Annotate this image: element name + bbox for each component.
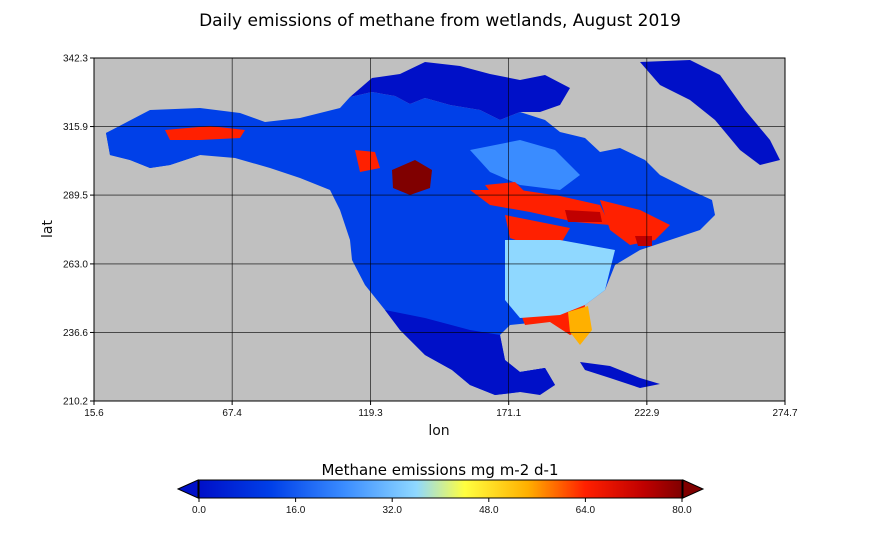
colorbar-tick-label: 0.0 [192,505,206,516]
region-cuba-and-caribbean [580,362,660,388]
region-alaska-north-slope [165,126,245,140]
region-mexico [385,310,555,395]
x-tick-label: 171.1 [496,408,521,419]
colorbar-tick-label: 64.0 [576,505,596,516]
heatmap-layer [106,60,780,395]
colorbar-tick-label: 80.0 [672,505,692,516]
region-prairie-pothole-wetlands [392,160,432,195]
plot-frame [93,57,786,402]
x-tick-labels: 15.6 67.4 119.3 171.1 222.9 274.7 [84,401,798,419]
region-florida [568,306,592,345]
x-tick-label: 67.4 [222,408,242,419]
colorbar-gradient [198,479,683,499]
colorbar-over-arrow [682,479,705,499]
region-central-america [520,368,555,395]
region-alberta-wetlands [355,150,380,172]
x-axis-label: lon [428,423,449,439]
colorbar-tick-label: 16.0 [286,505,306,516]
y-tick-labels: 342.3 315.9 289.5 263.0 236.6 210.2 [63,54,94,408]
y-tick-label: 289.5 [63,191,88,202]
region-atlantic-canada [600,200,670,245]
colorbar-tick-label: 32.0 [382,505,402,516]
region-great-lakes-region [505,215,570,245]
y-tick-label: 263.0 [63,259,88,270]
y-tick-label: 236.6 [63,328,88,339]
x-tick-label: 15.6 [84,408,104,419]
y-tick-label: 342.3 [63,54,88,65]
region-hudson-bay-lowlands [470,140,580,190]
y-axis-label: lat [40,220,56,238]
gridlines [94,58,785,401]
colorbar: 0.0 16.0 32.0 48.0 64.0 80.0 [176,479,705,516]
region-canadian-arctic-islands [350,62,570,120]
colorbar-label: Methane emissions mg m-2 d-1 [321,461,559,479]
chart-title: Daily emissions of methane from wetlands… [199,11,681,31]
y-tick-label: 210.2 [63,397,88,408]
colorbar-tick-label: 48.0 [479,505,499,516]
colorbar-under-arrow [176,479,199,499]
region-ontario-peatlands [485,182,525,198]
y-tick-label: 315.9 [63,122,88,133]
region-greenland-west-coast [640,60,780,165]
x-tick-label: 222.9 [634,408,659,419]
x-tick-label: 119.3 [358,408,383,419]
region-southeast-coastal-plain [505,240,615,318]
region-quebec-wetlands [565,210,602,222]
region-maritimes-hotspot [635,236,652,246]
x-tick-label: 274.7 [772,408,797,419]
colorbar-ticks: 0.0 16.0 32.0 48.0 64.0 80.0 [192,498,692,516]
